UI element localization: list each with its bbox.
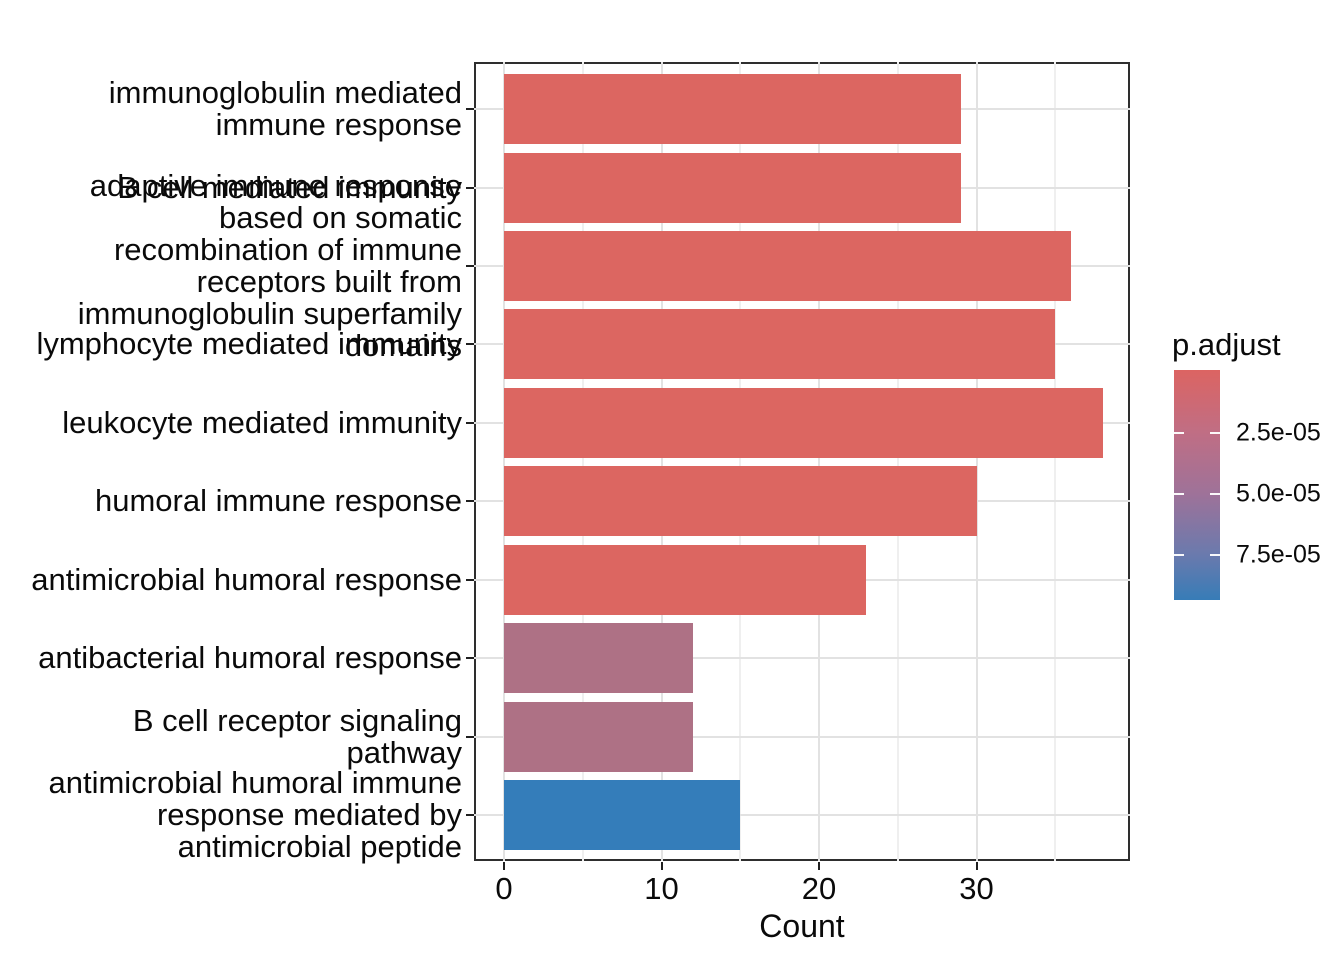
legend-tick-label-0: 2.5e-05 xyxy=(1236,418,1321,447)
y-tick-8 xyxy=(466,735,474,738)
bar-8 xyxy=(504,701,693,772)
x-axis-title: Count xyxy=(759,908,845,944)
gridline-major-x-30 xyxy=(975,62,978,861)
colorbar-tick-right-2 xyxy=(1210,554,1220,556)
x-tick-0 xyxy=(503,862,505,870)
y-tick-0 xyxy=(466,108,474,111)
gridline-minor-x-35 xyxy=(1054,62,1057,861)
bar-1 xyxy=(504,152,961,223)
gridline-minor-x-25 xyxy=(896,62,899,861)
bar-2 xyxy=(504,230,1071,301)
x-tick-30 xyxy=(975,862,978,870)
y-tick-5 xyxy=(466,500,474,503)
bar-4 xyxy=(504,387,1103,458)
y-axis-label-4: leukocyte mediated immunity xyxy=(62,404,462,440)
bar-9 xyxy=(504,779,741,850)
gridline-major-y-9 xyxy=(474,813,1130,816)
colorbar-tick-right-0 xyxy=(1210,432,1220,434)
x-tick-label-10: 10 xyxy=(644,871,679,906)
x-tick-20 xyxy=(818,862,820,870)
gridline-major-x-10 xyxy=(660,62,663,861)
gridline-major-x-0 xyxy=(503,62,505,861)
y-axis-label-6: antimicrobial humoral response xyxy=(31,561,462,597)
legend-title: p.adjust xyxy=(1172,327,1281,362)
y-axis-label-5: humoral immune response xyxy=(94,483,462,519)
y-axis-label-9: antimicrobial humoral immune response me… xyxy=(48,764,463,864)
colorbar-tick-right-1 xyxy=(1210,493,1220,495)
bar-6 xyxy=(504,544,867,615)
legend-tick-label-1: 5.0e-05 xyxy=(1236,479,1321,508)
plot-panel xyxy=(474,62,1130,861)
gridline-major-y-8 xyxy=(474,735,1130,738)
y-tick-9 xyxy=(466,813,474,816)
colorbar-tick-left-0 xyxy=(1174,432,1184,434)
bar-7 xyxy=(504,623,693,694)
x-tick-label-0: 0 xyxy=(495,871,513,906)
bar-0 xyxy=(504,74,961,145)
y-tick-7 xyxy=(466,657,474,660)
gridline-minor-x-5 xyxy=(581,62,584,861)
y-axis-label-3: lymphocyte mediated immunity xyxy=(36,326,462,362)
y-tick-6 xyxy=(466,578,474,581)
gridline-major-y-7 xyxy=(474,657,1130,660)
y-axis-label-0: immunoglobulin mediated immune response xyxy=(108,75,462,143)
y-tick-1 xyxy=(466,186,474,189)
x-tick-label-20: 20 xyxy=(801,871,837,906)
x-tick-label-30: 30 xyxy=(959,871,994,906)
y-axis-label-8: B cell receptor signaling pathway xyxy=(132,702,462,770)
gridline-major-x-20 xyxy=(818,62,820,861)
x-tick-10 xyxy=(660,862,663,870)
y-axis-label-7: antibacterial humoral response xyxy=(38,640,462,676)
y-tick-4 xyxy=(466,421,474,424)
colorbar-tick-left-1 xyxy=(1174,493,1184,495)
legend-colorbar xyxy=(1174,370,1220,600)
y-tick-3 xyxy=(466,343,474,346)
y-axis-label-2: adaptive immune response based on somati… xyxy=(77,167,462,363)
gridline-minor-x-15 xyxy=(739,62,742,861)
colorbar-tick-left-2 xyxy=(1174,554,1184,556)
y-tick-2 xyxy=(466,264,474,267)
y-axis-label-1: B cell mediated immunity xyxy=(117,169,462,205)
legend-tick-label-2: 7.5e-05 xyxy=(1236,540,1321,569)
bar-5 xyxy=(504,466,977,537)
bar-3 xyxy=(504,309,1056,380)
